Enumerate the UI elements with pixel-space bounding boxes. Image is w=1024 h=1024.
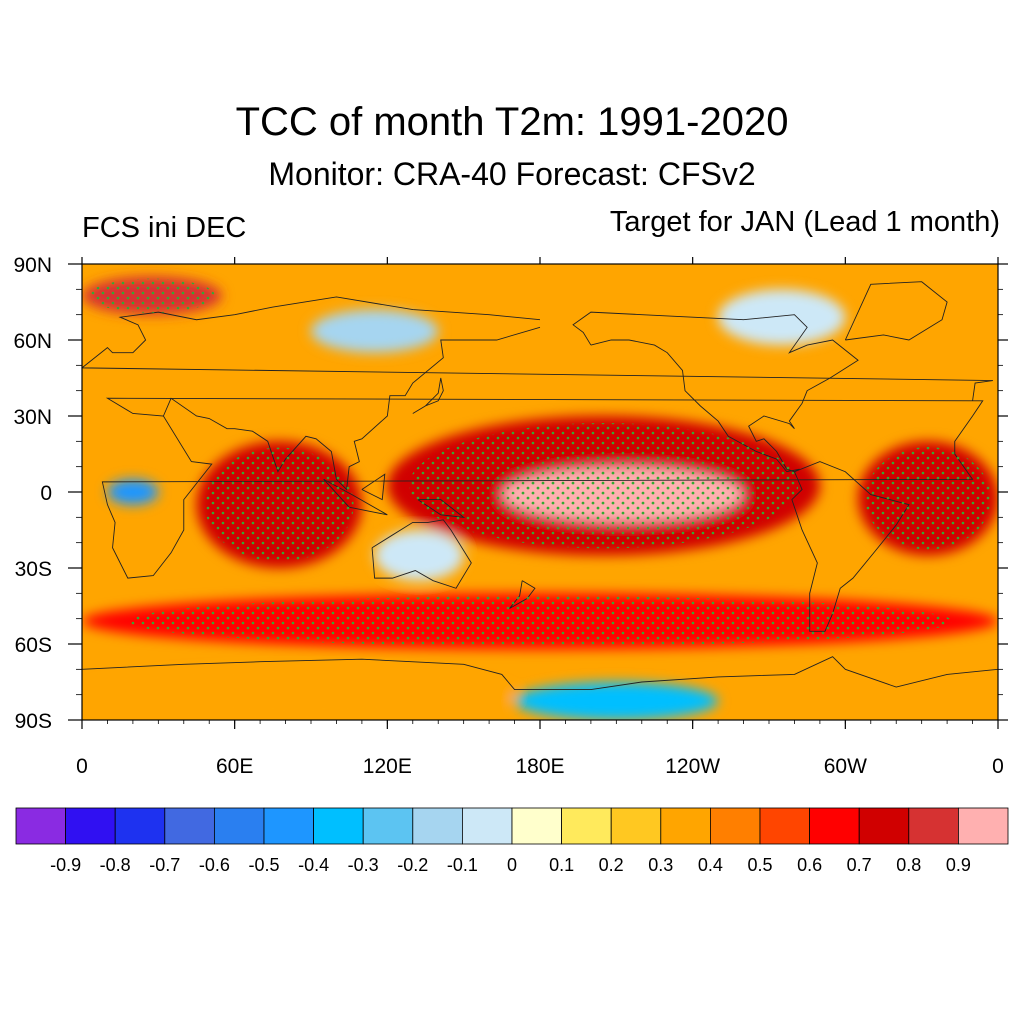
forecast-init-label: FCS ini DEC xyxy=(82,212,247,244)
colorbar-box xyxy=(858,807,910,845)
colorbar-box xyxy=(958,807,1009,845)
coastline-12 xyxy=(82,656,998,691)
y-tick-label: 60S xyxy=(15,634,52,657)
colorbar-box xyxy=(511,807,562,845)
x-tick-label: 60W xyxy=(824,755,867,778)
colorbar-box xyxy=(610,807,662,845)
x-tick-label: 60E xyxy=(216,755,253,778)
colorbar-label: 0.2 xyxy=(599,855,624,875)
colorbar-label: 0.3 xyxy=(648,855,673,875)
x-tick-label: 120W xyxy=(665,755,720,778)
coastline-3 xyxy=(371,519,472,589)
region-australia xyxy=(374,530,464,581)
x-tick-label: 0 xyxy=(992,755,1004,778)
y-tick-label: 90S xyxy=(15,710,52,733)
y-tick-label: 30S xyxy=(15,558,52,581)
colorbar-box xyxy=(65,807,116,845)
colorbar-label: 0.4 xyxy=(698,855,723,875)
stipple-patch xyxy=(865,447,992,550)
y-tick-label: 0 xyxy=(40,482,52,505)
colorbar-label: -0.5 xyxy=(248,855,279,875)
stipple-patch xyxy=(88,278,215,313)
colorbar-label: 0.9 xyxy=(946,855,971,875)
colorbar-label: -0.7 xyxy=(149,855,180,875)
x-tick-label: 0 xyxy=(76,755,88,778)
target-label: Target for JAN (Lead 1 month) xyxy=(609,206,1000,238)
colorbar-label: -0.6 xyxy=(199,855,230,875)
colorbar-label: -0.3 xyxy=(348,855,379,875)
stipple-patch xyxy=(204,447,354,562)
y-tick-label: 60N xyxy=(13,330,52,353)
colorbar-box xyxy=(660,807,711,845)
chart-title: TCC of month T2m: 1991-2020 xyxy=(235,100,789,144)
colorbar-label: -0.9 xyxy=(50,855,81,875)
colorbar-box xyxy=(461,807,513,845)
colorbar-label: 0 xyxy=(507,855,517,875)
colorbar-box xyxy=(710,807,761,845)
stipple-patch xyxy=(127,596,953,647)
colorbar-box xyxy=(908,807,959,845)
colorbar: -0.9 -0.8 -0.7 -0.6 -0.5 -0.4 -0.3 -0.2 -0.1 0 0.1… xyxy=(15,807,1009,875)
colorbar-label: 0.6 xyxy=(797,855,822,875)
region-antarctica-ross-sector xyxy=(514,682,719,720)
coastline-7 xyxy=(412,377,444,414)
colorbar-box xyxy=(809,807,860,845)
y-tick-label: 30N xyxy=(13,406,52,429)
colorbar-box xyxy=(759,807,810,845)
coastline-11 xyxy=(844,281,948,341)
colorbar-box xyxy=(15,807,66,845)
chart-subtitle: Monitor: CRA-40 Forecast: CFSv2 xyxy=(268,156,756,192)
colorbar-box xyxy=(362,807,414,845)
colorbar-label: -0.4 xyxy=(298,855,329,875)
coastline-8 xyxy=(572,311,859,473)
colorbar-label: 0.8 xyxy=(896,855,921,875)
axes: 0 60E 120E 180E 120W 60W 0 90N 60N 30N 0 30S 60S 90S xyxy=(13,254,1008,778)
colorbar-box xyxy=(213,807,265,845)
region-central-africa xyxy=(107,479,159,505)
coastline-0 xyxy=(101,397,984,579)
colorbar-label: -0.2 xyxy=(397,855,428,875)
x-tick-label: 180E xyxy=(515,755,564,778)
colorbar-label: -0.8 xyxy=(100,855,131,875)
colorbar-label: 0.7 xyxy=(847,855,872,875)
y-tick-label: 90N xyxy=(13,254,52,277)
colorbar-label: 0.5 xyxy=(747,855,772,875)
colorbar-box xyxy=(164,807,215,845)
colorbar-label: 0.1 xyxy=(549,855,574,875)
colorbar-box xyxy=(561,807,612,845)
colorbar-box xyxy=(263,807,314,845)
colorbar-label: -0.1 xyxy=(447,855,478,875)
x-tick-label: 120E xyxy=(363,755,412,778)
coastline-5 xyxy=(361,473,386,501)
region-eastern-antarctica xyxy=(82,669,515,720)
region-northern-canada xyxy=(718,289,846,346)
significance-stippling xyxy=(88,278,992,647)
coastline-1 xyxy=(82,296,993,401)
colorbar-box xyxy=(412,807,463,845)
region-siberia xyxy=(311,309,439,353)
stipple-patch xyxy=(408,422,799,549)
colorbar-box xyxy=(114,807,166,845)
colorbar-box xyxy=(313,807,364,845)
